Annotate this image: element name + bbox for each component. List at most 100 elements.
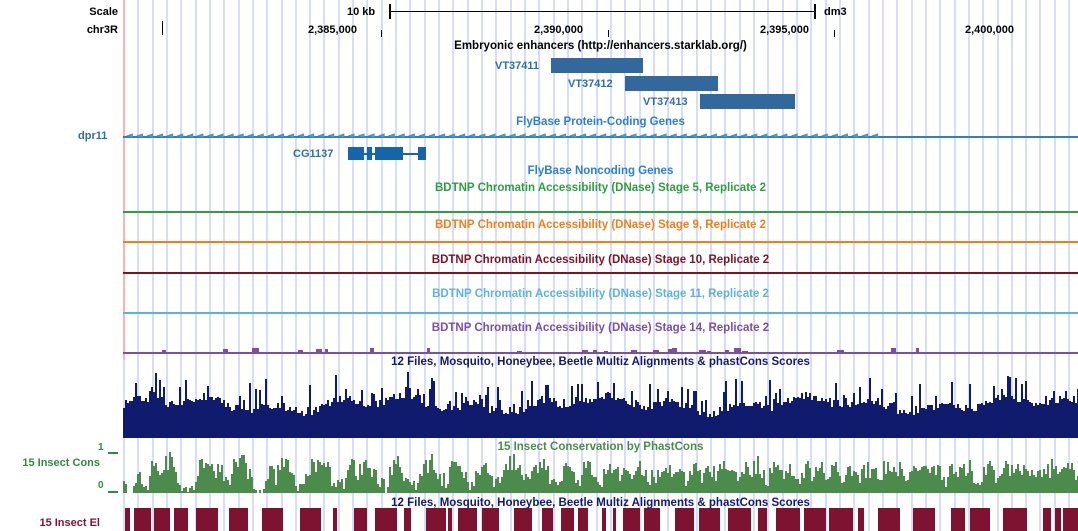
phastcons-bar [297,490,299,493]
phastcons-bar [643,475,645,493]
multiz-bar [637,402,639,438]
multiz-bar [395,399,397,438]
phastcons-bar [953,473,955,493]
track-title-noncoding[interactable]: FlyBase Noncoding Genes [527,165,674,177]
multiz-bar [1021,384,1023,438]
track-title-dnase-stage10[interactable]: BDTNP Chromatin Accessibility (DNase) St… [431,254,770,266]
track-title-protein-coding[interactable]: FlyBase Protein-Coding Genes [516,116,685,128]
enhancer-feature-vt37412[interactable] [625,76,718,91]
insect-element-block[interactable] [426,508,446,531]
gene-exon-4[interactable] [418,147,426,160]
phastcons-bar [987,463,989,493]
multiz-bar [381,387,383,438]
multiz-bar [513,403,515,438]
insect-element-block[interactable] [623,508,640,531]
gene-exon-2[interactable] [367,147,372,160]
phastcons-bar [529,479,531,493]
insect-element-block[interactable] [776,508,800,531]
multiz-bar [299,412,301,438]
insect-element-block[interactable] [1055,508,1061,531]
insect-element-block[interactable] [1063,508,1078,531]
multiz-bar [935,395,937,438]
gene-exon-1[interactable] [348,147,364,160]
gene-exon-3[interactable] [375,147,403,160]
enhancer-label-vt37412[interactable]: VT37412 [568,78,613,90]
insect-element-block[interactable] [804,508,826,531]
multiz-bar [503,413,505,438]
insect-element-block[interactable] [300,508,321,531]
insect-element-block[interactable] [829,508,853,531]
multiz-bar [551,401,553,438]
insect-element-block[interactable] [858,508,864,531]
track-title-phastcons[interactable]: 15 Insect Conservation by PhastCons [497,441,704,453]
gene-label-cg1137[interactable]: CG1137 [293,148,334,160]
insect-element-block[interactable] [1003,508,1027,531]
insect-element-block[interactable] [613,508,616,531]
track-title-dnase-stage5[interactable]: BDTNP Chromatin Accessibility (DNase) St… [434,182,767,194]
multiz-bar [1073,395,1075,438]
insect-element-block[interactable] [448,508,452,531]
insect-element-block[interactable] [675,508,694,531]
insect-element-block[interactable] [125,508,130,531]
multiz-bar [183,400,185,438]
enhancer-label-vt37413[interactable]: VT37413 [643,96,688,108]
phastcons-bar [417,482,419,493]
phastcons-bar [545,469,547,493]
multiz-bar [721,410,723,438]
phastcons-bar [535,465,537,493]
insect-element-block[interactable] [970,508,990,531]
insect-element-block[interactable] [542,508,553,531]
phastcons-bar [1049,478,1051,493]
insect-element-block[interactable] [514,508,532,531]
track-title-enhancers[interactable]: Embryonic enhancers (http://enhancers.st… [454,40,747,52]
phastcons-bar [439,473,441,493]
insect-element-block[interactable] [375,508,397,531]
insect-element-block[interactable] [196,508,218,531]
phastcons-bar [137,473,139,493]
enhancer-label-vt37411[interactable]: VT37411 [495,60,540,72]
insect-element-block[interactable] [229,508,248,531]
enhancer-feature-vt37413[interactable] [700,94,795,109]
insect-element-block[interactable] [728,508,751,531]
track-title-dnase-stage11[interactable]: BDTNP Chromatin Accessibility (DNase) St… [432,288,769,300]
track-title-multiz-top[interactable]: 12 Files, Mosquito, Honeybee, Beetle Mul… [391,356,810,368]
phastcons-bar [935,475,937,493]
insect-element-block[interactable] [951,508,965,531]
multiz-bar [1065,391,1067,438]
insect-element-block[interactable] [758,508,767,531]
multiz-bar [545,385,547,438]
insect-element-block[interactable] [134,508,151,531]
insect-element-block[interactable] [174,508,188,531]
multiz-bar [677,402,679,438]
insect-element-block[interactable] [561,508,574,531]
insect-element-block[interactable] [913,508,935,531]
insect-element-block[interactable] [262,508,283,531]
phastcons-bar [675,471,677,493]
insect-element-block[interactable] [354,508,367,531]
insect-element-block[interactable] [878,508,900,531]
insect-element-block[interactable] [482,508,499,531]
phastcons-bar [211,464,213,493]
insect-element-block[interactable] [699,508,720,531]
insect-element-block[interactable] [644,508,660,531]
track-title-dnase-stage14[interactable]: BDTNP Chromatin Accessibility (DNase) St… [431,322,770,334]
phastcons-bar [353,459,355,493]
phastcons-bar [449,467,451,493]
insect-element-block[interactable] [333,508,337,531]
insect-element-block[interactable] [602,508,606,531]
phastcons-bar [799,483,801,493]
track-title-multiz-bottom[interactable]: 12 Files, Mosquito, Honeybee, Beetle Mul… [391,497,810,509]
gene-label-dpr11[interactable]: dpr11 [78,130,108,142]
insect-element-block[interactable] [578,508,588,531]
phastcons-bar [409,481,411,493]
insect-element-block[interactable] [154,508,170,531]
phastcons-bar [897,476,899,493]
track-title-dnase-stage9[interactable]: BDTNP Chromatin Accessibility (DNase) St… [434,219,767,231]
phastcons-bar [875,468,877,493]
phastcons-bar [437,478,439,493]
phastcons-bar [989,461,991,493]
insect-element-block[interactable] [1043,508,1051,531]
insect-element-block[interactable] [458,508,477,531]
insect-element-block[interactable] [404,508,411,531]
enhancer-feature-vt37411[interactable] [551,58,643,73]
